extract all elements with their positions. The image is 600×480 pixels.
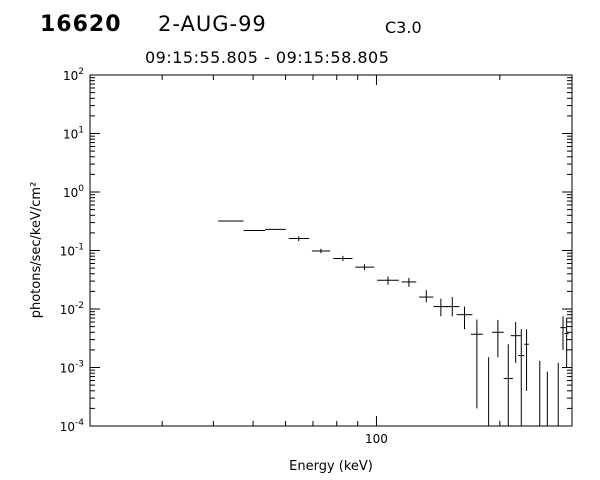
x-tick-labels: 100 bbox=[365, 432, 388, 446]
data-point bbox=[564, 318, 569, 368]
data-point bbox=[560, 316, 566, 350]
data-point bbox=[419, 290, 434, 303]
data-point bbox=[377, 276, 399, 285]
data-point bbox=[333, 255, 353, 262]
data-point bbox=[503, 344, 513, 426]
date-label: 2-AUG-99 bbox=[158, 12, 267, 36]
data-point bbox=[470, 319, 483, 409]
data-point bbox=[401, 277, 417, 287]
y-tick-labels: 10-4 10-3 10-2 10-1 100 101 102 bbox=[60, 67, 85, 434]
data-point bbox=[311, 248, 331, 254]
y-tick-label: 10-4 bbox=[60, 418, 85, 434]
data-point bbox=[445, 297, 460, 317]
y-axis-label: photons/sec/keV/cm² bbox=[29, 182, 44, 319]
data-point bbox=[288, 236, 310, 242]
data-point bbox=[456, 306, 473, 330]
y-tick-label: 10-3 bbox=[60, 360, 84, 376]
data-points bbox=[218, 220, 569, 426]
data-point bbox=[355, 264, 375, 271]
data-point bbox=[524, 329, 529, 391]
data-point bbox=[433, 298, 449, 317]
y-tick-label: 101 bbox=[63, 126, 84, 142]
y-tick-label: 10-2 bbox=[60, 301, 84, 317]
data-point bbox=[510, 321, 521, 363]
event-id-label: 16620 bbox=[40, 12, 122, 37]
plot-frame bbox=[89, 74, 573, 427]
time-range-label: 09:15:55.805 - 09:15:58.805 bbox=[145, 48, 390, 67]
goes-class-label: C3.0 bbox=[385, 18, 422, 37]
y-tick-label: 10-1 bbox=[60, 243, 84, 259]
data-point bbox=[518, 329, 525, 426]
y-tick-label: 100 bbox=[63, 184, 84, 200]
x-tick-label: 100 bbox=[365, 432, 388, 446]
y-tick-label: 102 bbox=[63, 67, 84, 83]
axis-ticks bbox=[89, 74, 573, 427]
data-point bbox=[492, 319, 504, 358]
x-axis-label: Energy (keV) bbox=[289, 459, 373, 474]
